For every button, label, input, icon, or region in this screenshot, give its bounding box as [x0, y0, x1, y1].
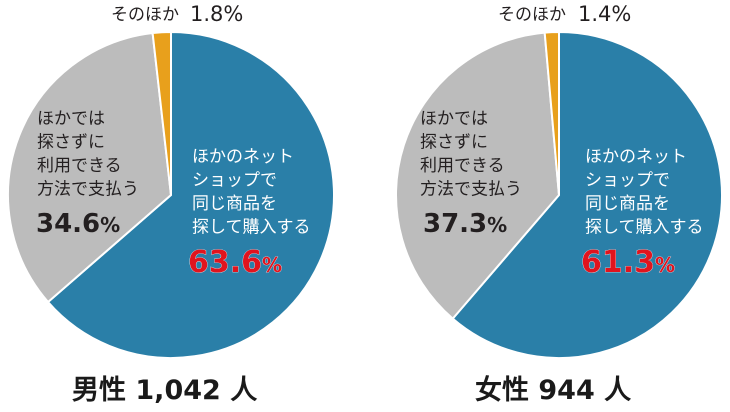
- slice-label-male-other: そのほか: [111, 5, 179, 25]
- slice-label-female-main: 探して購入する: [585, 218, 704, 238]
- slice-label-male-main: ショップで: [192, 171, 277, 191]
- slice-label-male-grey: 利用できる: [37, 156, 122, 176]
- slice-label-male-main: ほかのネット: [192, 147, 294, 167]
- slice-label-female-grey: ほかでは: [420, 109, 488, 129]
- slice-value-female-grey: 37.3%: [423, 209, 507, 239]
- slice-label-female-other: そのほか: [498, 5, 566, 25]
- slice-label-male-main: 探して購入する: [192, 218, 311, 238]
- chart-title-male: 男性 1,042 人: [72, 375, 258, 406]
- slice-label-male-grey: 探さずに: [37, 133, 105, 153]
- slice-value-male-other: 1.8%: [190, 2, 243, 26]
- slice-label-female-main: ほかのネット: [585, 147, 687, 167]
- slice-label-female-main: ショップで: [585, 171, 670, 191]
- slice-label-male-grey: ほかでは: [37, 109, 105, 129]
- pie-slice-female-2: [543, 30, 560, 196]
- slice-value-male-grey: 34.6%: [36, 209, 120, 239]
- slice-label-female-grey: 利用できる: [420, 156, 505, 176]
- slice-label-male-main: 同じ商品を: [192, 194, 277, 214]
- slice-label-female-grey: 探さずに: [420, 133, 488, 153]
- slice-value-male-main: 63.6%: [188, 245, 282, 280]
- chart-title-female: 女性 944 人: [475, 375, 632, 406]
- pie-slice-male-1: [7, 31, 173, 304]
- pie-slice-female-1: [395, 31, 561, 321]
- pie-slice-female-0: [451, 30, 723, 359]
- slice-label-female-grey: 方法で支払う: [420, 180, 522, 200]
- slice-label-female-main: 同じ商品を: [585, 194, 670, 214]
- slice-value-female-main: 61.3%: [581, 245, 675, 280]
- pie-slice-male-2: [151, 30, 172, 196]
- slice-label-male-grey: 方法で支払う: [37, 180, 139, 200]
- slice-value-female-other: 1.4%: [578, 2, 631, 26]
- pie-slice-male-0: [46, 30, 335, 359]
